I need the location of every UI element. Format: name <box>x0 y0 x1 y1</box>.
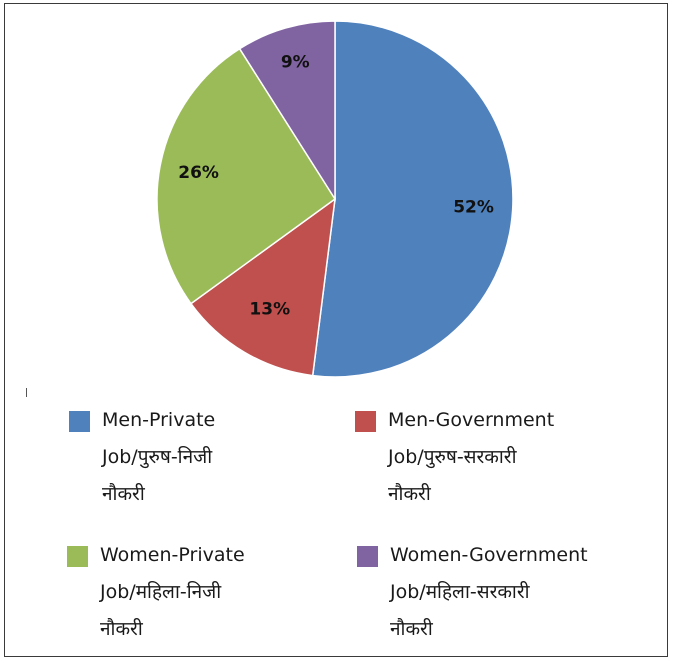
legend-item-women-private: Women-Private Job/महिला-निजी नौकरी <box>67 537 245 648</box>
legend-swatch-men-government <box>355 411 376 432</box>
pie-chart: 52% 13% 26% 9% <box>156 20 514 378</box>
legend-label-men-private: Men-Private Job/पुरुष-निजी नौकरी <box>102 409 216 505</box>
pie-slice-3 <box>156 47 337 305</box>
legend-swatch-men-private <box>69 411 90 432</box>
pie-slice-label-3: 26% <box>178 163 219 183</box>
pie-slice-4 <box>238 20 336 202</box>
legend-label-men-government: Men-Government Job/पुरुष-सरकारी नौकरी <box>388 409 555 505</box>
pie-slice-label-4: 9% <box>281 52 310 72</box>
legend-item-men-private: Men-Private Job/पुरुष-निजी नौकरी <box>69 402 215 513</box>
legend-label-women-private: Women-Private Job/महिला-निजी नौकरी <box>100 544 245 640</box>
stray-tick-mark <box>26 388 27 397</box>
legend-item-men-government: Men-Government Job/पुरुष-सरकारी नौकरी <box>355 402 554 513</box>
legend-item-women-government: Women-Government Job/महिला-सरकारी नौकरी <box>357 537 588 648</box>
pie-slice-label-1: 52% <box>453 198 494 218</box>
pie-value-labels: 52% 13% 26% 9% <box>178 52 494 319</box>
legend-swatch-women-private <box>67 546 88 567</box>
pie-slice-2 <box>189 197 336 377</box>
pie-slices <box>156 20 514 378</box>
pie-slice-1 <box>311 20 514 378</box>
legend-label-women-government: Women-Government Job/महिला-सरकारी नौकरी <box>390 544 588 640</box>
chart-frame: 52% 13% 26% 9% Men-Private Job/पुरुष-निजी न… <box>4 3 668 657</box>
pie-slice-label-2: 13% <box>249 299 290 319</box>
legend-swatch-women-government <box>357 546 378 567</box>
